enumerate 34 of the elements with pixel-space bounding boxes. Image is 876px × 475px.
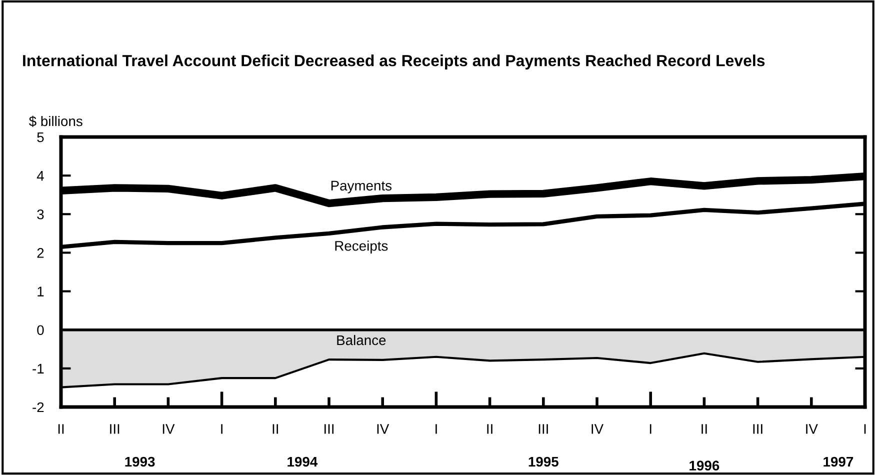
x-tick-label: I: [221, 424, 222, 434]
chart-title: International Travel Account Deficit Decreased as Receipts and Payments Reached Record Levels: [23, 54, 765, 70]
x-tick-label: I: [436, 424, 437, 434]
text: 1997: [824, 456, 854, 467]
y-axis-title: $ billions: [28, 116, 82, 127]
x-tick-label: II: [58, 424, 64, 434]
y-tick-label: -1: [32, 364, 44, 374]
y-tick-label: 5: [37, 132, 44, 142]
x-tick-label: I: [650, 424, 652, 434]
x-tick-label: II: [702, 424, 707, 434]
y-tick-label: 3: [37, 209, 44, 220]
x-tick-label: III: [538, 424, 548, 434]
y-tick-label: 0: [37, 325, 44, 336]
x-tick-label: I: [864, 424, 866, 434]
x-tick-label: IV: [162, 424, 175, 434]
x-tick-label: IV: [592, 424, 604, 434]
x-tick-label: IV: [806, 424, 818, 434]
text: 1993: [125, 456, 155, 467]
text: 1996: [690, 460, 720, 471]
text: 1995: [528, 456, 558, 467]
series-label: Payments: [331, 180, 392, 194]
x-tick-label: II: [272, 424, 278, 434]
x-tick-label: III: [110, 424, 120, 434]
y-tick-label: 1: [38, 286, 44, 296]
x-tick-label: II: [487, 424, 492, 434]
y-tick-label: 2: [37, 248, 44, 258]
series-label: Receipts: [335, 240, 388, 254]
text: 1994: [288, 456, 318, 467]
x-tick-label: III: [753, 424, 762, 434]
x-tick-label: III: [324, 424, 334, 434]
series-label: Balance: [337, 334, 386, 346]
y-tick-label: 4: [36, 171, 44, 181]
y-tick-label: -2: [32, 402, 44, 412]
x-tick-label: IV: [377, 424, 390, 434]
